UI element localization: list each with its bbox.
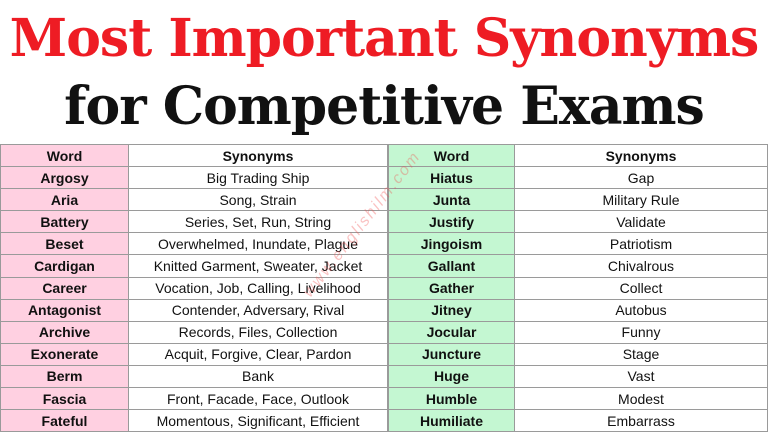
synonyms-cell: Acquit, Forgive, Clear, Pardon	[128, 342, 388, 366]
synonyms-cell: Validate	[514, 210, 768, 234]
table-row: Battery Series, Set, Run, String	[0, 210, 388, 234]
synonyms-cell: Front, Facade, Face, Outlook	[128, 387, 388, 411]
left-synonyms-table: Word Synonyms Argosy Big Trading Ship Aria So…	[0, 143, 388, 432]
synonyms-cell: Funny	[514, 320, 768, 344]
word-cell: Fateful	[0, 409, 129, 432]
synonyms-cell: Overwhelmed, Inundate, Plague	[128, 232, 388, 256]
word-cell: Gather	[388, 276, 515, 300]
synonyms-cell: Patriotism	[514, 232, 768, 256]
table-row: Antagonist Contender, Adversary, Rival	[0, 298, 388, 322]
synonyms-cell: Vast	[514, 364, 768, 389]
word-cell: Humiliate	[388, 409, 515, 432]
synonyms-cell: Song, Strain	[128, 188, 388, 212]
table-row: Berm Bank	[0, 364, 388, 389]
table-row: Cardigan Knitted Garment, Sweater, Jacket	[0, 254, 388, 278]
word-cell: Antagonist	[0, 298, 129, 322]
table-row: Justify Validate	[388, 210, 768, 234]
word-cell: Jitney	[388, 298, 515, 322]
table-row: Gallant Chivalrous	[388, 254, 768, 278]
word-cell: Justify	[388, 210, 515, 234]
right-synonyms-table: Word Synonyms Hiatus Gap Junta Military Rule J…	[388, 143, 768, 432]
synonyms-cell: Contender, Adversary, Rival	[128, 298, 388, 322]
synonyms-cell: Embarrass	[514, 409, 768, 432]
word-cell: Fascia	[0, 387, 129, 411]
word-cell: Jocular	[388, 320, 515, 344]
word-cell: Juncture	[388, 342, 515, 366]
table-row: Humiliate Embarrass	[388, 409, 768, 432]
header-synonyms: Synonyms	[514, 143, 768, 168]
table-row: Jocular Funny	[388, 320, 768, 344]
synonyms-cell: Autobus	[514, 298, 768, 322]
word-cell: Huge	[388, 364, 515, 389]
word-cell: Berm	[0, 364, 129, 389]
table-row: Archive Records, Files, Collection	[0, 320, 388, 344]
table-row: Humble Modest	[388, 387, 768, 411]
title-line-2: for Competitive Exams	[64, 76, 705, 137]
table-row: Fascia Front, Facade, Face, Outlook	[0, 387, 388, 411]
synonyms-cell: Big Trading Ship	[128, 166, 388, 190]
table-row: Juncture Stage	[388, 342, 768, 366]
word-cell: Hiatus	[388, 166, 515, 190]
table-row: Career Vocation, Job, Calling, Livelihood	[0, 276, 388, 300]
header-word: Word	[388, 143, 515, 168]
word-cell: Beset	[0, 232, 129, 256]
word-cell: Humble	[388, 387, 515, 411]
table-row: Exonerate Acquit, Forgive, Clear, Pardon	[0, 342, 388, 366]
title-line-1: Most Important Synonyms	[9, 8, 760, 69]
word-cell: Aria	[0, 188, 129, 212]
table-header-row: Word Synonyms	[388, 143, 768, 168]
word-cell: Cardigan	[0, 254, 129, 278]
synonyms-cell: Bank	[128, 364, 388, 389]
word-cell: Career	[0, 276, 129, 300]
table-row: Jingoism Patriotism	[388, 232, 768, 256]
synonyms-cell: Collect	[514, 276, 768, 300]
table-row: Hiatus Gap	[388, 166, 768, 190]
table-row: Junta Military Rule	[388, 188, 768, 212]
word-cell: Gallant	[388, 254, 515, 278]
table-row: Jitney Autobus	[388, 298, 768, 322]
table-row: Fateful Momentous, Significant, Efficient	[0, 409, 388, 432]
table-row: Beset Overwhelmed, Inundate, Plague	[0, 232, 388, 256]
synonyms-cell: Chivalrous	[514, 254, 768, 278]
synonyms-cell: Records, Files, Collection	[128, 320, 388, 344]
synonyms-cell: Gap	[514, 166, 768, 190]
table-row: Gather Collect	[388, 276, 768, 300]
word-cell: Argosy	[0, 166, 129, 190]
synonyms-cell: Military Rule	[514, 188, 768, 212]
synonyms-cell: Vocation, Job, Calling, Livelihood	[128, 276, 388, 300]
word-cell: Archive	[0, 320, 129, 344]
synonyms-cell: Momentous, Significant, Efficient	[128, 409, 388, 432]
table-row: Argosy Big Trading Ship	[0, 166, 388, 190]
synonyms-cell: Knitted Garment, Sweater, Jacket	[128, 254, 388, 278]
header-synonyms: Synonyms	[128, 143, 388, 168]
word-cell: Exonerate	[0, 342, 129, 366]
synonyms-cell: Series, Set, Run, String	[128, 210, 388, 234]
table-row: Aria Song, Strain	[0, 188, 388, 212]
table-row: Huge Vast	[388, 364, 768, 389]
word-cell: Jingoism	[388, 232, 515, 256]
header-word: Word	[0, 143, 129, 168]
table-header-row: Word Synonyms	[0, 143, 388, 168]
synonyms-cell: Modest	[514, 387, 768, 411]
word-cell: Battery	[0, 210, 129, 234]
word-cell: Junta	[388, 188, 515, 212]
synonyms-cell: Stage	[514, 342, 768, 366]
